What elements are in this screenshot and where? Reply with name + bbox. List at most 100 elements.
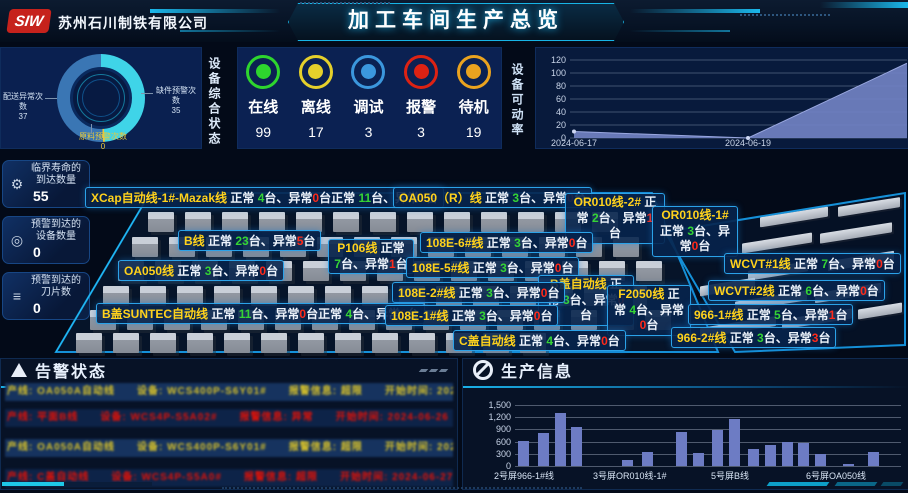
- label-between-text: 台、异常: [520, 236, 569, 250]
- line-status-label-OA050线[interactable]: OA050线 正常 3台、异常0台: [118, 260, 285, 281]
- line-status-label-OR010线-1#[interactable]: OR010线-1# 正常 3台、异常0台: [652, 206, 738, 257]
- line-name: 966-2#线: [677, 331, 730, 345]
- header-bar: SIW 苏州石川制铁有限公司 加工车间生产总览: [0, 0, 908, 42]
- line-status-label-108E-2#线[interactable]: 108E-2#线 正常 3台、异常0台: [392, 282, 566, 303]
- line-status-label-P106线[interactable]: P106线 正常 7台、异常1台: [328, 239, 414, 275]
- machine-box: [518, 212, 544, 232]
- line-status-label-966-2#线[interactable]: 966-2#线 正常 3台、异常3台: [671, 327, 837, 348]
- line-status-label-108E-5#线[interactable]: 108E-5#线 正常 3台、异常0台: [406, 257, 580, 278]
- line-status-label-WCVT#1线[interactable]: WCVT#1线 正常 7台、异常0台: [724, 253, 901, 274]
- factory-floor: XCap自动线-1#-Mazak线 正常 4台、异常0台正常 11台、异常1台O…: [0, 150, 908, 362]
- label-suffix-text: 台: [303, 234, 316, 248]
- svg-text:60: 60: [556, 94, 566, 104]
- label-suffix-text: 台: [698, 239, 711, 254]
- status-label: 调试: [353, 98, 384, 116]
- stat-card-line2: 刀片数: [41, 287, 71, 299]
- bar-category-label: 6号屏OA050线: [806, 471, 867, 481]
- status-item-待机[interactable]: 待机 19: [456, 54, 491, 140]
- label-normal-count: 4: [629, 302, 636, 317]
- label-between-text: 台、异常: [636, 302, 685, 317]
- label-between-text: 台、异常: [485, 309, 534, 323]
- label-suffix-text: 台: [608, 226, 621, 241]
- status-item-在线[interactable]: 在线 99: [246, 54, 281, 140]
- header-decor-dots: [740, 14, 830, 16]
- line-name: OR010线-2#: [573, 195, 645, 209]
- stat-card-1[interactable]: ⚙ 临界寿命的 到达数量 55: [2, 160, 90, 208]
- bar-category-label: 3号屏OR010线-1#: [593, 471, 667, 481]
- stat-card-3[interactable]: ≡ 预警到达的 刀片数 0: [2, 272, 90, 320]
- production-panel-title: 生产信息: [501, 364, 574, 381]
- status-item-调试[interactable]: 调试 3: [351, 54, 386, 140]
- label-normal-count: 3: [512, 191, 520, 205]
- status-ring-icon: [298, 54, 333, 89]
- svg-text:120: 120: [551, 55, 566, 65]
- machine-box: [288, 286, 314, 306]
- machine-box: [177, 286, 203, 306]
- tool-icon: ⚙: [10, 175, 24, 192]
- label-suffix-text: 台: [540, 309, 553, 323]
- label-between-text: 台、异常: [264, 191, 313, 205]
- line-name: B盖SUNTEC自动线: [102, 307, 212, 321]
- production-bar: [622, 459, 633, 466]
- machine-box: [148, 212, 174, 232]
- label-normal-count: 11: [238, 307, 252, 321]
- label-abnormal-count: 1: [828, 308, 836, 322]
- label-abnormal-count: 0: [601, 334, 608, 348]
- production-bar: [748, 448, 759, 466]
- donut-label-text: 配送异常次数: [3, 92, 43, 111]
- stat-card-line2: 到达数量: [36, 175, 76, 187]
- label-suffix-text: 台: [866, 284, 879, 298]
- donut-connector: [91, 124, 92, 133]
- header-decor-line: [630, 30, 730, 32]
- label-normal-text: 正常: [613, 287, 680, 317]
- status-ring-icon: [351, 54, 386, 89]
- label-normal-count: 4: [257, 191, 265, 205]
- machine-box: [303, 261, 329, 281]
- label-between-text: 台、异常: [828, 257, 877, 271]
- line-status-label-108E-6#线[interactable]: 108E-6#线 正常 3台、异常0台: [420, 232, 594, 253]
- line-status-label-966-1#线[interactable]: 966-1#线 正常 5台、异常1台: [688, 304, 854, 325]
- bar-category-label: 5号屏B线: [711, 471, 750, 481]
- status-item-离线[interactable]: 离线 17: [298, 54, 333, 140]
- availability-side-label: 设备可动率: [510, 63, 524, 138]
- label-abnormal-count: 0: [554, 261, 562, 275]
- line-status-label-OA050（R）线[interactable]: OA050（R）线 正常 3台、异常0台: [393, 187, 592, 208]
- stat-card-2[interactable]: ◎ 预警到达的 设备数量 0: [2, 216, 90, 264]
- label-abnormal-count: 3: [811, 331, 819, 345]
- line-name: WCVT#2线: [714, 284, 779, 298]
- machine-box: [76, 333, 102, 353]
- footer-decor: [834, 482, 878, 486]
- stat-card-value: 0: [33, 243, 41, 260]
- marquee-scrollbar-thumb[interactable]: [2, 482, 64, 486]
- header-decor-line: [180, 30, 280, 32]
- status-ring-icon: [404, 54, 439, 89]
- line-status-label-C盖自动线[interactable]: C盖自动线 正常 4台、异常0台: [453, 330, 626, 351]
- line-status-label-XCap自动线-1#-Mazak线[interactable]: XCap自动线-1#-Mazak线 正常 4台、异常0台正常 11台、异常1台: [85, 187, 444, 208]
- label-suffix-text: 台: [306, 307, 319, 321]
- svg-text:0: 0: [561, 133, 566, 143]
- label-normal-count: 7: [334, 256, 341, 271]
- line-status-label-108E-1#线[interactable]: 108E-1#线 正常 3台、异常0台: [385, 305, 559, 326]
- status-item-报警[interactable]: 报警 3: [404, 54, 439, 140]
- status-side-label: 设备综合状态: [207, 57, 221, 147]
- svg-text:80: 80: [556, 81, 566, 91]
- label-between-text: 台、异常: [553, 334, 602, 348]
- alarm-row-1: 产线: OA050A自动线 设备: WCS400P-S6Y01# 报警信息: 超…: [5, 383, 453, 401]
- production-panel-header: 生产信息: [463, 359, 908, 381]
- production-bar: [868, 451, 879, 466]
- line-status-label-WCVT#2线[interactable]: WCVT#2线 正常 6台、异常0台: [708, 280, 885, 301]
- production-bar: [555, 413, 566, 466]
- label-normal-count: 11: [358, 191, 372, 205]
- production-panel: 生产信息 0 300 600 900 1,200 1,500 2号屏966-1#线 3号屏OR…: [462, 358, 908, 490]
- donut-label-value: 35: [171, 106, 181, 115]
- label-normal-text: 正常: [778, 284, 806, 298]
- line-status-label-B盖SUNTEC自动线[interactable]: B盖SUNTEC自动线 正常 11台、异常0台正常 4台、异常0台: [96, 303, 425, 324]
- label-abnormal-count: 1: [389, 256, 396, 271]
- label-abnormal-count: 0: [312, 191, 320, 205]
- marquee-scrollbar[interactable]: [2, 482, 152, 486]
- label-normal-count: 4: [546, 334, 554, 348]
- line-status-label-B线[interactable]: B线 正常 23台、异常5台: [178, 230, 322, 251]
- donut-label-value: 0: [100, 142, 106, 151]
- bar-ytick: 0: [505, 461, 511, 471]
- line-name: B线: [184, 234, 209, 248]
